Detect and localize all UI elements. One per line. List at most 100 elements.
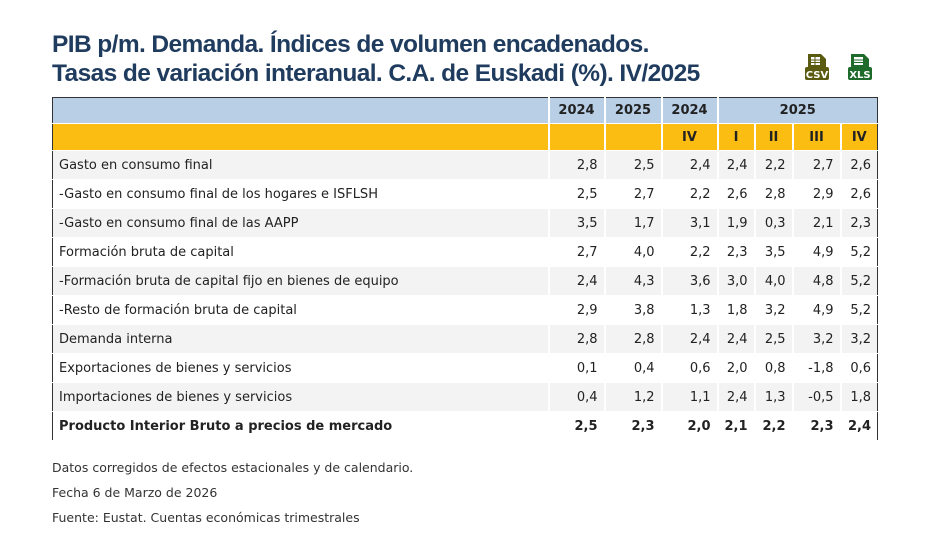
cell-value: 5,2 — [840, 266, 878, 296]
row-label: Exportaciones de bienes y servicios — [52, 353, 550, 383]
cell-value: 2,7 — [604, 179, 663, 209]
cell-value: 3,8 — [604, 295, 663, 325]
cell-value: 3,2 — [754, 295, 794, 325]
row-label: -Gasto en consumo final de las AAPP — [52, 208, 550, 238]
cell-value: 3,5 — [754, 237, 794, 267]
cell-value: 5,2 — [840, 295, 878, 325]
cell-value: 3,2 — [840, 324, 878, 354]
cell-value: 2,5 — [548, 411, 606, 441]
row-label: Demanda interna — [52, 324, 550, 354]
cell-value: 1,3 — [754, 382, 794, 412]
cell-value: 2,8 — [548, 324, 606, 354]
cell-value: 2,4 — [717, 150, 756, 180]
header-quarter: II — [754, 123, 794, 151]
cell-value: 1,8 — [717, 295, 756, 325]
cell-value: 2,0 — [661, 411, 719, 441]
svg-text:CSV: CSV — [806, 70, 829, 81]
table-row: -Gasto en consumo final de los hogares e… — [52, 179, 878, 209]
table-row: Producto Interior Bruto a precios de mer… — [52, 411, 878, 441]
table-row: Exportaciones de bienes y servicios 0,1 0,… — [52, 353, 878, 383]
cell-value: 4,8 — [792, 266, 842, 296]
table-row: -Gasto en consumo final de las AAPP 3,5 1,… — [52, 208, 878, 238]
cell-value: 3,0 — [717, 266, 756, 296]
cell-value: 2,4 — [717, 382, 756, 412]
row-label: -Resto de formación bruta de capital — [52, 295, 550, 325]
header-row-quarters: IV I II III IV — [52, 123, 878, 151]
cell-value: 5,2 — [840, 237, 878, 267]
cell-value: 3,6 — [661, 266, 719, 296]
xls-download-icon[interactable]: XLS — [847, 53, 873, 81]
cell-value: 2,8 — [548, 150, 606, 180]
cell-value: 0,6 — [661, 353, 719, 383]
cell-value: 1,3 — [661, 295, 719, 325]
cell-value: 2,1 — [717, 411, 756, 441]
cell-value: 2,0 — [717, 353, 756, 383]
row-label: Formación bruta de capital — [52, 237, 550, 267]
cell-value: 2,3 — [604, 411, 663, 441]
cell-value: 2,3 — [717, 237, 756, 267]
table-row: Demanda interna 2,8 2,8 2,4 2,4 2,5 3,2 3,2 — [52, 324, 878, 354]
note-source: Fuente: Eustat. Cuentas económicas trime… — [52, 510, 360, 525]
cell-value: 2,5 — [604, 150, 663, 180]
row-label: Importaciones de bienes y servicios — [52, 382, 550, 412]
table-row: Importaciones de bienes y servicios 0,4 1,… — [52, 382, 878, 412]
cell-value: 2,3 — [840, 208, 878, 238]
cell-value: 0,4 — [604, 353, 663, 383]
cell-value: 2,6 — [840, 150, 878, 180]
cell-value: 2,6 — [717, 179, 756, 209]
cell-value: 2,8 — [754, 179, 794, 209]
cell-value: 2,2 — [661, 237, 719, 267]
header-year: 2025 — [717, 97, 878, 124]
header-row-years: 2024 2025 2024 2025 — [52, 97, 878, 124]
cell-value: 0,4 — [548, 382, 606, 412]
title-line-2: Tasas de variación interanual. C.A. de E… — [52, 60, 700, 87]
table-row: -Resto de formación bruta de capital 2,9 3… — [52, 295, 878, 325]
cell-value: 3,1 — [661, 208, 719, 238]
cell-value: 0,3 — [754, 208, 794, 238]
cell-value: 2,2 — [754, 150, 794, 180]
header-quarter — [548, 123, 606, 151]
csv-download-icon[interactable]: CSV — [804, 53, 830, 81]
cell-value: 2,4 — [840, 411, 878, 441]
page-title: PIB p/m. Demanda. Índices de volumen enc… — [52, 30, 700, 88]
cell-value: 2,5 — [754, 324, 794, 354]
cell-value: 1,9 — [717, 208, 756, 238]
row-label: Producto Interior Bruto a precios de mer… — [52, 411, 550, 441]
header-year: 2024 — [548, 97, 606, 124]
header-quarter: III — [792, 123, 842, 151]
title-line-1: PIB p/m. Demanda. Índices de volumen enc… — [52, 31, 649, 58]
cell-value: -1,8 — [792, 353, 842, 383]
note-date: Fecha 6 de Marzo de 2026 — [52, 485, 218, 500]
cell-value: 2,4 — [717, 324, 756, 354]
cell-value: 2,4 — [661, 324, 719, 354]
header-quarter: IV — [840, 123, 878, 151]
note-adjustment: Datos corregidos de efectos estacionales… — [52, 460, 414, 475]
cell-value: 2,8 — [604, 324, 663, 354]
cell-value: 2,5 — [548, 179, 606, 209]
cell-value: 2,4 — [548, 266, 606, 296]
cell-value: 4,0 — [604, 237, 663, 267]
cell-value: 0,1 — [548, 353, 606, 383]
cell-value: -0,5 — [792, 382, 842, 412]
cell-value: 4,9 — [792, 295, 842, 325]
cell-value: 2,3 — [792, 411, 842, 441]
cell-value: 4,0 — [754, 266, 794, 296]
cell-value: 2,7 — [792, 150, 842, 180]
cell-value: 2,6 — [840, 179, 878, 209]
row-label: -Gasto en consumo final de los hogares e… — [52, 179, 550, 209]
svg-text:XLS: XLS — [849, 70, 870, 81]
cell-value: 1,8 — [840, 382, 878, 412]
cell-value: 1,7 — [604, 208, 663, 238]
cell-value: 2,1 — [792, 208, 842, 238]
cell-value: 0,6 — [840, 353, 878, 383]
header-quarter — [604, 123, 663, 151]
row-label: -Formación bruta de capital fijo en bien… — [52, 266, 550, 296]
cell-value: 2,2 — [661, 179, 719, 209]
row-label: Gasto en consumo final — [52, 150, 550, 180]
cell-value: 1,1 — [661, 382, 719, 412]
table-row: Formación bruta de capital 2,7 4,0 2,2 2,3 3,… — [52, 237, 878, 267]
header-year: 2025 — [604, 97, 663, 124]
cell-value: 4,9 — [792, 237, 842, 267]
header-year: 2024 — [661, 97, 719, 124]
cell-value: 2,4 — [661, 150, 719, 180]
